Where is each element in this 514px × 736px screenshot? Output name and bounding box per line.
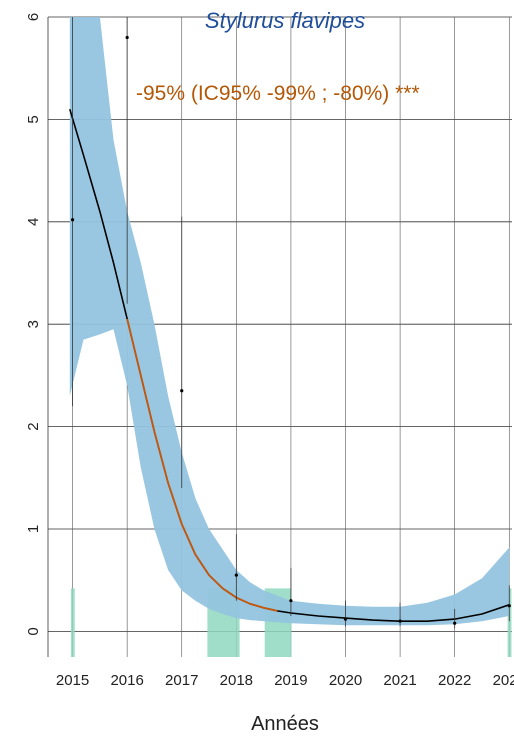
ci-band: [69, 17, 510, 626]
x-tick-label-2015: 2015: [56, 672, 89, 689]
y-tick-label-1: 1: [25, 525, 42, 533]
bar-0: [70, 588, 75, 657]
x-tick-label-2022: 2022: [438, 672, 471, 689]
trend-line-decline: [126, 318, 278, 612]
observation-group: [70, 17, 511, 629]
chart-title: Stylurus flavipes: [205, 8, 365, 33]
axes-group: 0 1 2 3 4 5 6 2015 2016 2017 2018 2019 2020 2021 2022 2…: [25, 13, 514, 689]
x-tick-label-2021: 2021: [383, 672, 416, 689]
bar-3: [507, 588, 512, 657]
x-axis-label: Années: [251, 713, 319, 735]
data-point-2018: [234, 573, 238, 577]
y-tick-label-5: 5: [25, 115, 42, 123]
data-point-2022: [453, 621, 457, 625]
x-tick-label-2020: 2020: [329, 672, 362, 689]
x-tick-label-2017: 2017: [165, 672, 198, 689]
y-tick-label-4: 4: [25, 218, 42, 226]
ci-band-group: [69, 17, 510, 626]
x-tick-label-2023: 2023: [493, 672, 514, 689]
x-tick-label-2016: 2016: [110, 672, 143, 689]
grid-lines: [48, 16, 512, 657]
data-point-2016: [125, 35, 129, 40]
data-point-2017: [180, 389, 184, 393]
x-tick-label-2019: 2019: [274, 672, 307, 689]
y-tick-label-3: 3: [25, 320, 42, 328]
y-tick-label-6: 6: [25, 13, 42, 21]
data-point-2019: [289, 599, 293, 603]
data-point-2015: [70, 218, 75, 222]
y-tick-label-2: 2: [25, 422, 42, 430]
data-point-2020: [343, 617, 348, 621]
data-point-2021: [398, 619, 402, 623]
x-tick-label-2018: 2018: [220, 672, 253, 689]
data-point-2023: [507, 604, 511, 608]
trend-annotation: -95% (IC95% -99% ; -80%) ***: [136, 82, 420, 105]
y-tick-label-0: 0: [25, 627, 42, 635]
